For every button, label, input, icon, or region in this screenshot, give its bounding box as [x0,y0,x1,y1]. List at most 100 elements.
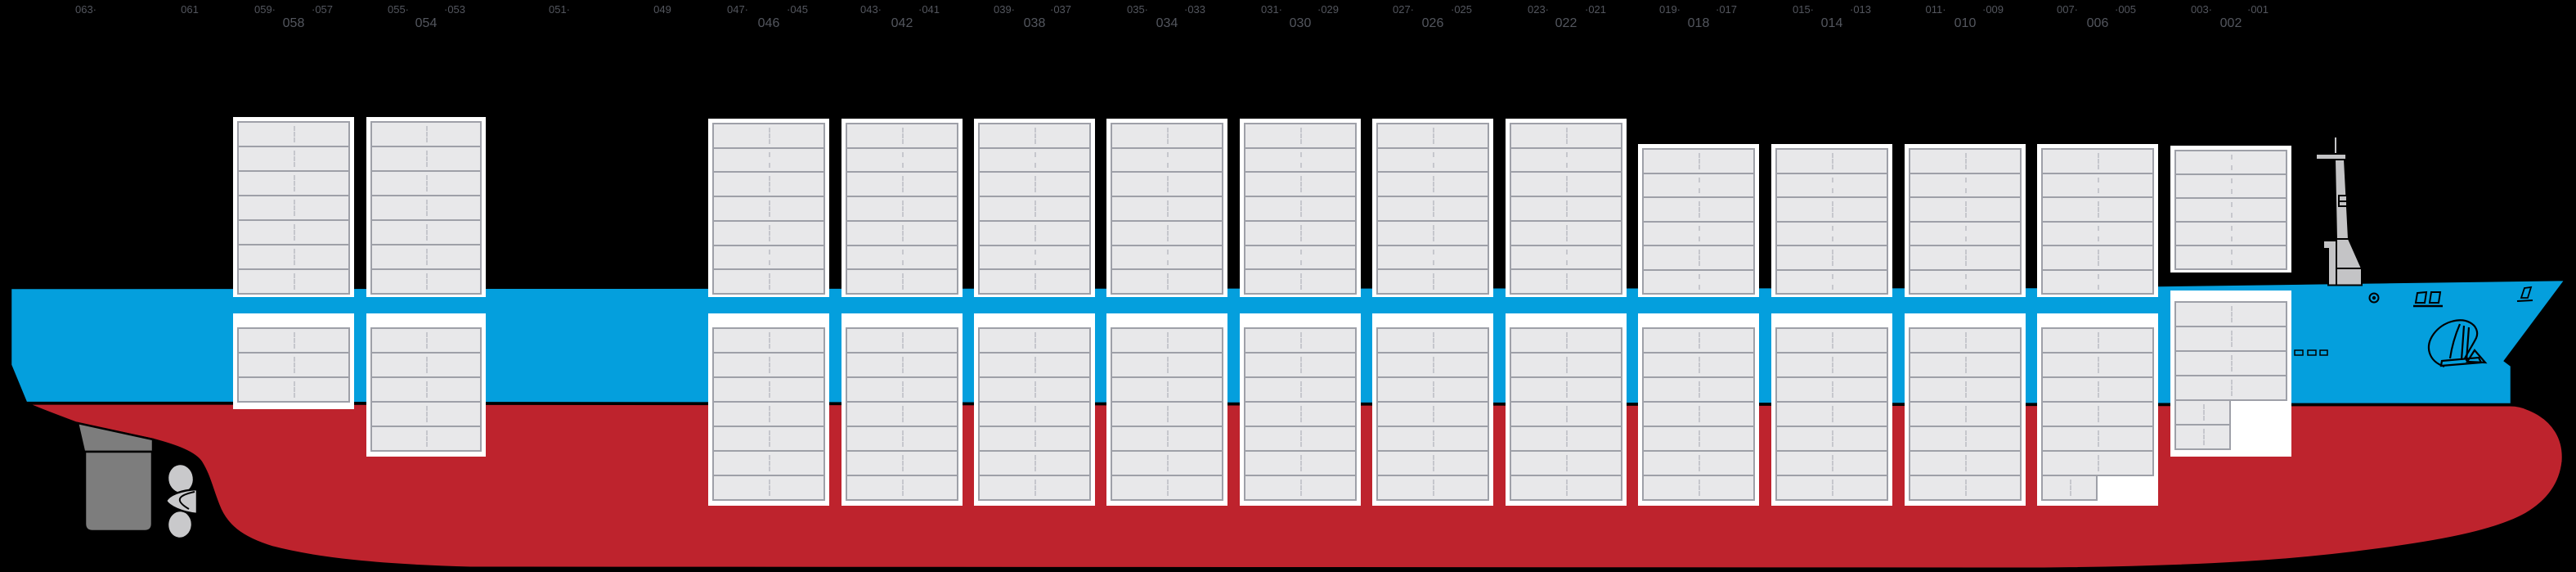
twenty-foot-divider [2231,202,2233,218]
twenty-foot-divider [902,430,904,447]
hold-bay-046 [708,313,829,506]
deck-stack-bay-006 [2037,144,2158,297]
twenty-foot-divider [2098,201,2099,218]
twenty-foot-divider [1832,177,1833,193]
twenty-foot-divider [2098,406,2099,422]
hold-bay-054 [366,313,486,457]
twenty-foot-divider [1034,430,1036,447]
twenty-foot-divider [1433,200,1434,217]
twenty-foot-divider [1167,332,1169,349]
twenty-foot-divider [1300,430,1302,447]
hold-bay-042 [841,313,963,506]
deck-stack-bay-018 [1638,144,1759,297]
twenty-foot-divider [1034,406,1036,422]
twenty-foot-divider [294,332,295,349]
twenty-foot-divider [1300,332,1302,349]
container-row [1376,450,1489,476]
twenty-foot-divider [769,224,770,241]
container-row [1510,196,1622,222]
container-row [846,171,958,198]
twenty-foot-divider [1699,201,1700,218]
twenty-foot-divider [426,273,428,290]
bay-number-label: 030 [1289,16,1312,30]
container-row [1111,475,1223,501]
bay-number-label: 006 [2086,16,2109,30]
twenty-foot-divider [1433,249,1434,266]
twenty-foot-divider [769,151,770,169]
bay-number-label: 047· [726,3,749,16]
twenty-foot-divider [2202,404,2205,421]
twenty-foot-divider [1167,273,1169,290]
bay-number-label: 002 [2219,16,2242,30]
deck-stack-bay-034 [1106,119,1227,297]
container-row [712,123,825,149]
rudder [76,421,155,533]
container-row [1510,426,1622,452]
twenty-foot-divider [1832,250,1833,266]
container-row [1775,426,1888,452]
bay-number-label: 023· [1527,3,1550,16]
twenty-foot-divider [2098,332,2099,349]
twenty-foot-divider [1699,381,1700,398]
twenty-foot-divider [1433,480,1434,496]
twenty-foot-divider [2231,355,2233,372]
bay-number-label: 038 [1023,16,1046,30]
twenty-foot-divider [1566,332,1568,349]
container-row [1244,426,1357,452]
container-row [1111,401,1223,427]
twenty-foot-divider [1034,176,1036,193]
twenty-foot-divider [1167,406,1169,422]
twenty-foot-divider [1965,273,1967,290]
twenty-foot-divider [1433,430,1434,447]
twenty-foot-divider [426,406,428,422]
twenty-foot-divider [1167,381,1169,398]
container-row [978,123,1091,149]
twenty-foot-divider [294,273,295,290]
twenty-foot-divider [1699,332,1700,349]
twenty-foot-divider [1965,357,1967,373]
twenty-foot-divider [1433,357,1434,373]
twenty-foot-divider [1832,225,1833,241]
container-row [237,268,350,295]
bay-number-label: ·037 [1049,3,1072,16]
hold-bay-010 [1905,313,2026,506]
container-row [978,426,1091,452]
container-row [1775,475,1888,501]
container-row [370,426,482,452]
container-row [978,401,1091,427]
bay-number-label: ·041 [918,3,940,16]
twenty-foot-divider [1965,455,1967,471]
twenty-foot-divider [1300,406,1302,422]
twenty-foot-divider [2231,250,2233,265]
container-row [1510,450,1622,476]
twenty-foot-divider [1566,381,1568,398]
twenty-foot-divider [1699,480,1700,496]
twenty-foot-divider [294,151,295,167]
twenty-foot-divider [769,273,770,290]
deck-stack-bay-014 [1771,144,1892,297]
container-row [2041,376,2154,403]
container-row [1909,268,2022,295]
container-row [2041,268,2154,295]
bay-number-label: 015· [1792,3,1815,16]
twenty-foot-divider [1300,224,1302,241]
bay-number-label: 034 [1156,16,1178,30]
twenty-foot-divider [1566,273,1568,290]
bay-number-label: ·001 [2246,3,2269,16]
twenty-foot-divider [902,332,904,349]
twenty-foot-divider [1965,153,1967,169]
twenty-foot-divider [1965,201,1967,218]
container-row [712,146,825,173]
bay-number-label: 026 [1421,16,1444,30]
twenty-foot-divider [1167,128,1169,144]
twenty-foot-divider [1300,128,1302,144]
hold-bay-014 [1771,313,1892,506]
container-row [1510,268,1622,295]
twenty-foot-divider [426,381,428,398]
twenty-foot-divider [1300,357,1302,373]
deck-window [2428,291,2442,304]
container-row [1376,426,1489,452]
twenty-foot-divider [1832,381,1833,398]
draft-mark [2294,349,2304,356]
twenty-foot-divider [1832,430,1833,447]
